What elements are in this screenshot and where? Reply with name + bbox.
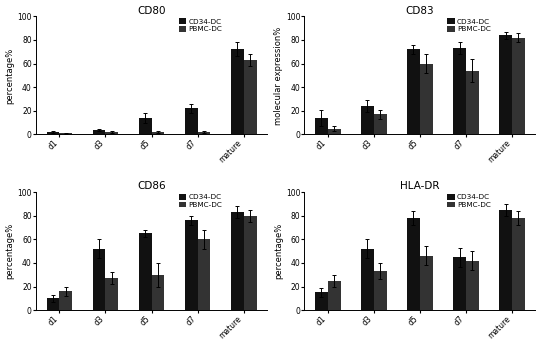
Bar [374, 271, 387, 310]
Bar [151, 275, 164, 310]
Y-axis label: percentage%: percentage% [5, 223, 15, 279]
Legend: CD34-DC, PBMC-DC: CD34-DC, PBMC-DC [178, 193, 223, 209]
Bar [47, 298, 60, 310]
Bar [151, 132, 164, 135]
Bar [105, 278, 118, 310]
Bar [93, 249, 105, 310]
Legend: CD34-DC, PBMC-DC: CD34-DC, PBMC-DC [447, 18, 491, 33]
Bar [184, 220, 197, 310]
Bar [499, 210, 512, 310]
Title: CD83: CD83 [406, 6, 434, 16]
Bar [361, 249, 374, 310]
Bar [243, 216, 256, 310]
Bar [105, 132, 118, 135]
Bar [197, 132, 210, 135]
Bar [499, 35, 512, 135]
Bar [466, 261, 479, 310]
Bar [60, 133, 72, 135]
Bar [315, 292, 328, 310]
Bar [420, 256, 433, 310]
Y-axis label: percentage%: percentage% [5, 47, 15, 103]
Bar [512, 218, 525, 310]
Bar [466, 71, 479, 135]
Bar [230, 212, 243, 310]
Bar [138, 118, 151, 135]
Bar [93, 130, 105, 135]
Bar [328, 281, 341, 310]
Bar [453, 257, 466, 310]
Bar [315, 118, 328, 135]
Bar [374, 114, 387, 135]
Title: CD80: CD80 [137, 6, 166, 16]
Bar [407, 49, 420, 135]
Bar [407, 218, 420, 310]
Bar [453, 48, 466, 135]
Legend: CD34-DC, PBMC-DC: CD34-DC, PBMC-DC [178, 18, 223, 33]
Y-axis label: percentage%: percentage% [274, 223, 283, 279]
Bar [243, 60, 256, 135]
Bar [184, 108, 197, 135]
Bar [512, 38, 525, 135]
Bar [420, 64, 433, 135]
Legend: CD34-DC, PBMC-DC: CD34-DC, PBMC-DC [447, 193, 491, 209]
Bar [230, 49, 243, 135]
Y-axis label: molecular expression%: molecular expression% [274, 26, 283, 125]
Bar [138, 234, 151, 310]
Title: HLA-DR: HLA-DR [400, 181, 440, 191]
Bar [60, 291, 72, 310]
Bar [197, 239, 210, 310]
Bar [47, 132, 60, 135]
Bar [361, 106, 374, 135]
Bar [328, 128, 341, 135]
Title: CD86: CD86 [137, 181, 166, 191]
